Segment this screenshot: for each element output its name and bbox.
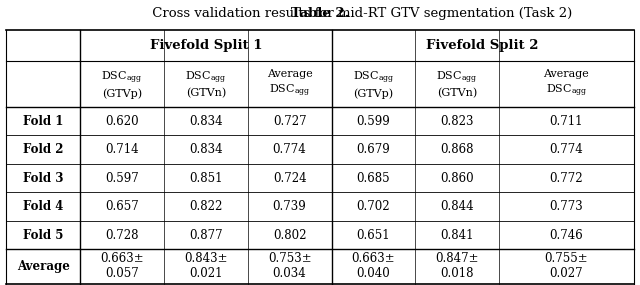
Text: 0.844: 0.844 [440, 200, 474, 213]
Text: 0.727: 0.727 [273, 115, 307, 128]
Text: 0.702: 0.702 [356, 200, 390, 213]
Text: Cross validation results for mid-RT GTV segmentation (Task 2): Cross validation results for mid-RT GTV … [148, 7, 572, 20]
Text: 0.860: 0.860 [440, 172, 474, 185]
Text: Fold 4: Fold 4 [23, 200, 63, 213]
Text: 0.597: 0.597 [105, 172, 139, 185]
Text: 0.739: 0.739 [273, 200, 307, 213]
Text: DSC$_\mathregular{agg}$
(GTVp): DSC$_\mathregular{agg}$ (GTVp) [101, 69, 143, 99]
Text: 0.755±
0.027: 0.755± 0.027 [545, 253, 588, 280]
Text: 0.651: 0.651 [356, 229, 390, 242]
Text: 0.822: 0.822 [189, 200, 223, 213]
Text: 0.663±
0.057: 0.663± 0.057 [100, 253, 144, 280]
Text: Fivefold Split 2: Fivefold Split 2 [426, 39, 539, 52]
Text: 0.753±
0.034: 0.753± 0.034 [268, 253, 312, 280]
Text: 0.834: 0.834 [189, 143, 223, 156]
Text: 0.746: 0.746 [550, 229, 583, 242]
Text: Average
DSC$_\mathregular{agg}$: Average DSC$_\mathregular{agg}$ [543, 69, 589, 99]
Text: 0.685: 0.685 [356, 172, 390, 185]
Text: 0.599: 0.599 [356, 115, 390, 128]
Text: 0.802: 0.802 [273, 229, 307, 242]
Text: 0.679: 0.679 [356, 143, 390, 156]
Text: Fivefold Split 1: Fivefold Split 1 [150, 39, 262, 52]
Text: 0.847±
0.018: 0.847± 0.018 [436, 253, 479, 280]
Text: Fold 2: Fold 2 [23, 143, 63, 156]
Text: 0.823: 0.823 [440, 115, 474, 128]
Text: 0.663±
0.040: 0.663± 0.040 [351, 253, 396, 280]
Text: Average
DSC$_\mathregular{agg}$: Average DSC$_\mathregular{agg}$ [267, 69, 312, 99]
Text: 0.868: 0.868 [440, 143, 474, 156]
Text: DSC$_\mathregular{agg}$
(GTVp): DSC$_\mathregular{agg}$ (GTVp) [353, 69, 394, 99]
Text: Average: Average [17, 260, 70, 273]
Text: 0.724: 0.724 [273, 172, 307, 185]
Text: DSC$_\mathregular{agg}$
(GTVn): DSC$_\mathregular{agg}$ (GTVn) [185, 70, 227, 99]
Text: 0.714: 0.714 [105, 143, 139, 156]
Text: DSC$_\mathregular{agg}$
(GTVn): DSC$_\mathregular{agg}$ (GTVn) [436, 70, 478, 99]
Text: 0.773: 0.773 [550, 200, 583, 213]
Text: 0.711: 0.711 [550, 115, 583, 128]
Text: Fold 1: Fold 1 [23, 115, 63, 128]
Text: 0.834: 0.834 [189, 115, 223, 128]
Text: Table 2.: Table 2. [291, 7, 349, 20]
Text: 0.841: 0.841 [440, 229, 474, 242]
Text: 0.851: 0.851 [189, 172, 223, 185]
Text: Fold 3: Fold 3 [23, 172, 63, 185]
Text: 0.774: 0.774 [273, 143, 307, 156]
Text: Fold 5: Fold 5 [23, 229, 63, 242]
Text: 0.772: 0.772 [550, 172, 583, 185]
Text: 0.877: 0.877 [189, 229, 223, 242]
Text: 0.620: 0.620 [105, 115, 139, 128]
Text: 0.728: 0.728 [105, 229, 139, 242]
Text: 0.657: 0.657 [105, 200, 139, 213]
Text: 0.774: 0.774 [550, 143, 583, 156]
Text: 0.843±
0.021: 0.843± 0.021 [184, 253, 227, 280]
